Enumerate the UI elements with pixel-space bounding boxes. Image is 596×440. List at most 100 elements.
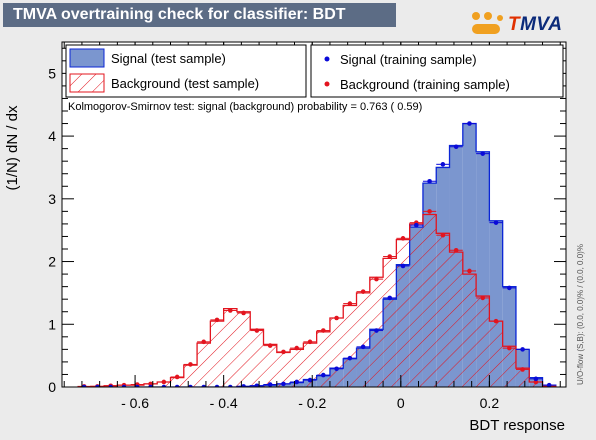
background-test-bar bbox=[236, 311, 251, 387]
signal-train-point bbox=[174, 384, 180, 387]
background-test-bar bbox=[529, 381, 543, 387]
background-test-bar bbox=[250, 329, 264, 387]
background-test-bar bbox=[449, 252, 463, 387]
signal-train-point bbox=[414, 222, 419, 228]
background-train-point bbox=[267, 343, 273, 348]
background-test-bar bbox=[263, 344, 277, 387]
legend-marker-background-train bbox=[324, 81, 330, 87]
background-test-bar bbox=[476, 296, 490, 387]
signal-train-point bbox=[148, 384, 153, 387]
signal-train-point bbox=[467, 121, 472, 126]
y-axis-label: (1/N) dN / dx bbox=[4, 105, 21, 191]
background-test-bar bbox=[462, 274, 477, 387]
signal-train-point bbox=[201, 384, 207, 387]
legend-swatch-background-test bbox=[69, 73, 105, 93]
background-test-bar bbox=[396, 239, 410, 387]
background-train-point bbox=[374, 276, 379, 282]
legend-left bbox=[65, 44, 307, 98]
signal-train-point bbox=[227, 384, 233, 387]
signal-train-point bbox=[546, 382, 552, 387]
background-train-point bbox=[520, 367, 525, 372]
signal-train-point bbox=[400, 263, 406, 269]
legend-label-background-train: Background (training sample) bbox=[340, 77, 510, 92]
y-tick-label: 2 bbox=[48, 254, 56, 270]
signal-train-point bbox=[334, 366, 339, 372]
background-test-bar bbox=[489, 321, 503, 387]
background-train-point bbox=[307, 339, 313, 345]
x-tick-label: 0.2 bbox=[480, 395, 500, 411]
background-train-point bbox=[227, 308, 233, 313]
y-tick-label: 4 bbox=[48, 128, 56, 144]
background-train-point bbox=[480, 295, 486, 301]
background-train-point bbox=[427, 209, 432, 214]
signal-train-point bbox=[480, 151, 486, 156]
signal-test-outline bbox=[77, 122, 557, 387]
background-test-bar bbox=[383, 258, 397, 387]
background-test-bar bbox=[197, 343, 211, 387]
background-train-point bbox=[453, 247, 459, 253]
legend-label-signal-train: Signal (training sample) bbox=[340, 52, 477, 67]
legend-label-signal-test: Signal (test sample) bbox=[111, 51, 226, 66]
signal-train-point bbox=[453, 144, 459, 150]
signal-train-point bbox=[427, 178, 432, 184]
signal-train-point bbox=[387, 295, 393, 301]
background-test-bar bbox=[422, 214, 437, 387]
signal-train-point bbox=[121, 384, 127, 387]
logo-dots-icon bbox=[472, 12, 503, 34]
ks-test-text: Kolmogorov-Smirnov test: signal (backgro… bbox=[68, 101, 422, 113]
y-tick-label: 0 bbox=[48, 379, 56, 395]
title-bar: TMVA overtraining check for classifier: … bbox=[3, 3, 396, 27]
x-tick-label: - 0.6 bbox=[121, 395, 149, 411]
background-test-bar bbox=[502, 346, 516, 387]
plot-frame bbox=[61, 41, 567, 388]
signal-train-point bbox=[161, 384, 167, 387]
signal-train-point bbox=[507, 285, 512, 291]
signal-train-point bbox=[214, 384, 220, 387]
legend-swatch-signal-test bbox=[69, 48, 105, 68]
background-train-point bbox=[161, 379, 167, 385]
background-train-point bbox=[387, 254, 393, 259]
background-train-point bbox=[493, 318, 499, 324]
background-test-bar bbox=[290, 349, 304, 387]
signal-train-point bbox=[440, 162, 446, 167]
background-train-point bbox=[467, 268, 472, 274]
signal-train-point bbox=[493, 220, 499, 225]
background-test-bar bbox=[303, 343, 317, 387]
chart-title: TMVA overtraining check for classifier: … bbox=[13, 6, 346, 23]
signal-train-point bbox=[374, 328, 379, 333]
background-test-bar bbox=[436, 233, 450, 387]
signal-train-point bbox=[188, 384, 193, 387]
signal-train-point bbox=[254, 383, 260, 387]
signal-train-point bbox=[134, 384, 140, 387]
background-train-point bbox=[440, 232, 446, 238]
signal-train-point bbox=[533, 376, 539, 382]
y-tick-label: 5 bbox=[48, 65, 56, 81]
background-train-point bbox=[174, 374, 180, 380]
signal-train-point bbox=[241, 384, 246, 387]
background-test-bar bbox=[157, 381, 171, 387]
background-train-point bbox=[188, 362, 193, 367]
logo-word: MVA bbox=[520, 14, 563, 35]
signal-train-point bbox=[95, 384, 100, 387]
logo-letter: T bbox=[508, 14, 521, 35]
background-test-bar bbox=[183, 365, 198, 387]
signal-train-point bbox=[294, 379, 300, 385]
background-test-bar bbox=[515, 368, 530, 387]
background-train-point bbox=[201, 339, 207, 345]
background-test-bar bbox=[170, 377, 184, 387]
legend-label-background-test: Background (test sample) bbox=[111, 76, 259, 91]
background-test-bar bbox=[329, 318, 344, 387]
background-test-bar bbox=[223, 308, 237, 387]
x-tick-label: - 0.2 bbox=[298, 395, 326, 411]
signal-train-point bbox=[321, 372, 326, 378]
y-tick-label: 3 bbox=[48, 191, 56, 207]
signal-train-point bbox=[108, 384, 114, 387]
background-test-bar bbox=[316, 331, 330, 387]
tmva-logo: TMVA bbox=[470, 10, 570, 40]
background-train-point bbox=[254, 328, 260, 333]
signal-train-point bbox=[520, 347, 525, 352]
signal-train-point bbox=[267, 382, 273, 387]
background-train-point bbox=[214, 317, 220, 323]
